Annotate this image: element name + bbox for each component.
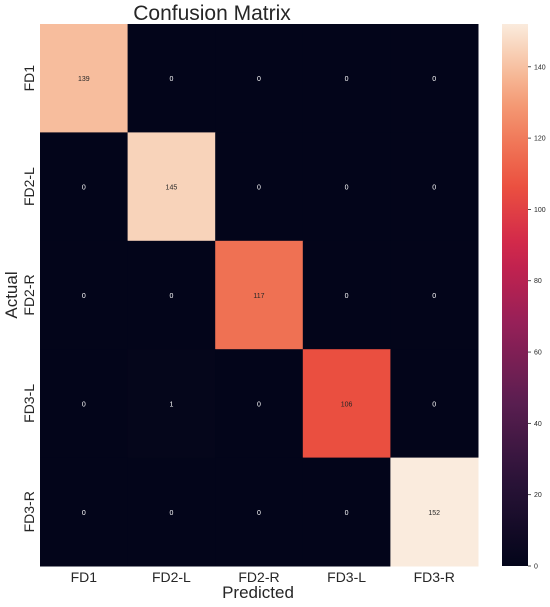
heatmap-cell-4-2 [215,457,304,567]
heatmap-cell-0-4 [390,24,479,133]
cell-value-label-3-0: 0 [82,401,86,408]
heatmap-cell-1-1 [127,132,216,242]
heatmap-cell-0-2 [215,24,304,133]
heatmap-cell-0-1 [127,24,216,133]
cell-value-label-0-4: 0 [432,76,436,83]
cell-value-label-2-4: 0 [432,293,436,300]
y-tick-label: FD3-R [21,491,37,532]
x-tick-label: FD3-L [327,569,366,585]
colorbar [502,24,528,566]
cell-value-label-1-0: 0 [82,185,86,192]
cell-value-label-1-2: 0 [257,185,261,192]
cell-value-label-3-3: 106 [341,401,353,408]
heatmap-cell-1-3 [302,132,391,242]
x-tick-label: FD2-R [238,569,279,585]
heatmap-cell-1-4 [390,132,479,242]
cell-value-label-0-1: 0 [169,76,173,83]
colorbar-tick-label: 100 [534,207,546,214]
heatmap-cell-2-2 [215,240,304,350]
y-tick-labels: FD1 FD2-L FD2-R FD3-L FD3-R [21,65,37,533]
heatmap-cell-2-1 [127,240,216,350]
colorbar-tick-label: 80 [534,278,542,285]
cell-value-label-3-2: 0 [257,401,261,408]
colorbar-ticks: 0 20 40 60 80 100 120 140 [528,64,546,571]
heatmap-cell-4-0 [40,457,129,567]
cell-value-label-4-2: 0 [257,510,261,517]
x-tick-label: FD3-R [414,569,455,585]
y-tick-label: FD2-R [21,274,37,315]
x-axis-label: Predicted [222,583,294,602]
colorbar-tick-label: 120 [534,136,546,143]
cell-value-label-3-4: 0 [432,401,436,408]
heatmap-cell-4-3 [302,457,391,567]
cell-value-label-2-2: 117 [253,293,264,300]
heatmap-cell-3-3 [302,349,391,459]
colorbar-tick-label: 60 [534,350,542,357]
colorbar-tick-label: 20 [534,492,542,499]
heatmap-cell-3-2 [215,349,304,459]
colorbar-tick-label: 140 [534,64,546,71]
heatmap-cells [40,24,479,567]
heatmap-cell-4-1 [127,457,216,567]
y-tick-label: FD3-L [21,384,37,423]
heatmap-cell-0-3 [302,24,391,133]
y-axis-label: Actual [2,271,21,318]
heatmap-cell-4-4 [390,457,479,567]
heatmap-cell-2-3 [302,240,391,350]
heatmap-cell-2-4 [390,240,479,350]
cell-value-label-1-1: 145 [166,185,178,192]
cell-value-label-4-0: 0 [82,510,86,517]
cell-value-label-0-0: 139 [78,76,90,83]
cell-value-label-4-1: 0 [169,510,173,517]
cell-value-label-0-2: 0 [257,76,261,83]
heatmap-cell-3-1 [127,349,216,459]
heatmap-cell-3-0 [40,349,129,459]
x-tick-label: FD2-L [152,569,191,585]
cell-value-label-2-3: 0 [345,293,349,300]
heatmap-cell-2-0 [40,240,129,350]
heatmap-cell-1-0 [40,132,129,242]
y-tick-label: FD1 [21,65,37,92]
cell-value-label-4-4: 152 [428,510,440,517]
cell-value-label-1-3: 0 [345,185,349,192]
cell-value-label-1-4: 0 [432,185,436,192]
x-tick-label: FD1 [71,569,98,585]
colorbar-tick-label: 40 [534,421,542,428]
heatmap-cell-1-2 [215,132,304,242]
colorbar-tick-label: 0 [534,564,538,571]
cell-value-labels: 139 0 0 0 0 0 145 0 0 0 0 0 117 0 0 0 1 0 106 0 0 0 0 0 152 [78,76,440,517]
cell-value-label-3-1: 1 [169,401,173,408]
cell-value-label-2-1: 0 [169,293,173,300]
x-tick-labels: FD1 FD2-L FD2-R FD3-L FD3-R [71,569,455,585]
y-tick-label: FD2-L [21,167,37,206]
heatmap-cell-0-0 [40,24,129,133]
cell-value-label-2-0: 0 [82,293,86,300]
cell-value-label-0-3: 0 [345,76,349,83]
cell-value-label-4-3: 0 [345,510,349,517]
heatmap-cell-3-4 [390,349,479,459]
chart-title: Confusion Matrix [133,2,291,25]
